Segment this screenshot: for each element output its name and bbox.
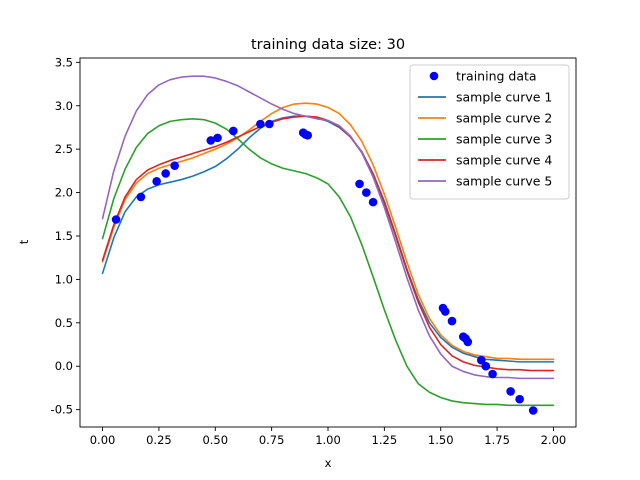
x-tick-label: 1.50	[428, 433, 454, 447]
data-point	[362, 188, 371, 197]
y-tick-label: 1.0	[55, 272, 73, 286]
series-line-2	[101, 102, 555, 361]
y-tick-label: 2.5	[55, 142, 73, 156]
x-tick-label: 2.00	[541, 433, 567, 447]
data-point	[528, 406, 538, 415]
legend: training data sample curve 1 sample curve …	[409, 64, 570, 200]
x-axis-label: x	[325, 456, 332, 470]
legend-box	[409, 64, 570, 200]
y-axis-label: t	[17, 239, 31, 244]
plot-area	[79, 57, 577, 428]
legend-label: sample curve 5	[456, 174, 552, 189]
y-axis-ticks: -0.5 0.0 0.5 1.0 1.5 2.0 2.5 3.0 3.5	[51, 55, 80, 417]
x-tick-label: 1.75	[484, 433, 510, 447]
data-point	[206, 136, 216, 145]
legend-marker	[429, 71, 439, 81]
data-point	[506, 387, 515, 396]
data-point	[440, 307, 450, 316]
y-tick-label: 2.0	[55, 186, 73, 200]
data-point	[111, 215, 121, 224]
chart-title: training data size: 30	[251, 37, 405, 53]
data-point	[152, 176, 161, 186]
data-point	[447, 316, 457, 326]
y-tick-label: 3.0	[55, 99, 73, 113]
data-point	[161, 169, 170, 178]
x-tick-label: 0.25	[146, 433, 172, 447]
x-tick-label: 0.00	[90, 433, 116, 447]
data-point	[136, 192, 146, 202]
legend-label: sample curve 1	[456, 90, 552, 105]
data-point	[170, 161, 179, 170]
legend-label: sample curve 3	[456, 132, 552, 147]
series-line-3	[101, 117, 555, 407]
x-axis-ticks: 0.00 0.25 0.50 0.75 1.00 1.25 1.50 1.75 2.00	[90, 427, 567, 447]
y-tick-label: 0.5	[55, 316, 73, 330]
x-tick-label: 0.75	[259, 433, 285, 447]
x-tick-label: 1.25	[372, 433, 398, 447]
x-tick-label: 0.50	[202, 433, 228, 447]
legend-label: sample curve 2	[456, 111, 552, 126]
data-point	[515, 394, 524, 404]
data-point	[488, 369, 497, 379]
legend-label: sample curve 4	[456, 153, 552, 168]
x-tick-label: 1.00	[315, 433, 341, 447]
points-layer	[111, 119, 538, 415]
y-tick-label: 3.5	[55, 55, 73, 69]
data-point	[481, 361, 491, 371]
data-point	[229, 126, 238, 136]
data-point	[265, 119, 274, 129]
data-point	[477, 355, 486, 365]
y-tick-label: -0.5	[51, 403, 73, 417]
data-point	[355, 179, 364, 189]
data-point	[213, 133, 222, 143]
series-line-5	[101, 75, 555, 380]
data-point	[256, 119, 265, 129]
y-tick-label: 0.0	[55, 359, 73, 373]
data-point	[368, 197, 378, 207]
y-tick-label: 1.5	[55, 229, 73, 243]
data-point	[303, 130, 313, 140]
data-point	[463, 337, 473, 347]
legend-label: training data	[456, 69, 537, 84]
